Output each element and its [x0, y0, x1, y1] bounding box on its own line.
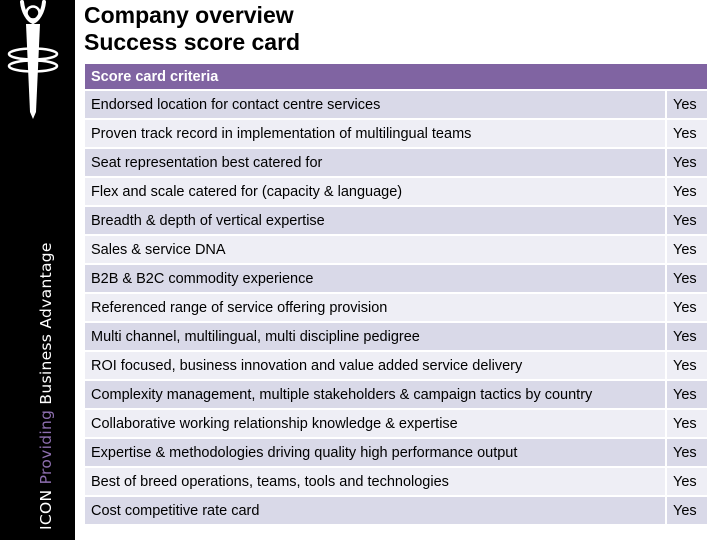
table-row: Collaborative working relationship knowl…: [85, 410, 707, 437]
answer-cell: Yes: [667, 497, 707, 524]
column-divider: [665, 265, 667, 292]
answer-cell: Yes: [667, 91, 707, 118]
table-row: Best of breed operations, teams, tools a…: [85, 468, 707, 495]
table-row: Flex and scale catered for (capacity & l…: [85, 178, 707, 205]
criterion-cell: Seat representation best catered for: [85, 149, 665, 176]
criterion-cell: Multi channel, multilingual, multi disci…: [85, 323, 665, 350]
criterion-cell: Breadth & depth of vertical expertise: [85, 207, 665, 234]
table-row: Sales & service DNA Yes: [85, 236, 707, 263]
column-divider: [665, 207, 667, 234]
tagline-suffix: Business Advantage: [37, 242, 55, 405]
criterion-cell: Collaborative working relationship knowl…: [85, 410, 665, 437]
column-divider: [665, 120, 667, 147]
criterion-cell: Sales & service DNA: [85, 236, 665, 263]
column-divider: [665, 294, 667, 321]
table-row: Breadth & depth of vertical expertise Yes: [85, 207, 707, 234]
criterion-cell: Flex and scale catered for (capacity & l…: [85, 178, 665, 205]
column-divider: [665, 352, 667, 379]
criterion-cell: Best of breed operations, teams, tools a…: [85, 468, 665, 495]
criterion-cell: ROI focused, business innovation and val…: [85, 352, 665, 379]
page-title: Company overview Success score card: [84, 2, 300, 56]
table-row: Multi channel, multilingual, multi disci…: [85, 323, 707, 350]
table-row: Proven track record in implementation of…: [85, 120, 707, 147]
criterion-cell: Expertise & methodologies driving qualit…: [85, 439, 665, 466]
table-row: ROI focused, business innovation and val…: [85, 352, 707, 379]
title-line-2: Success score card: [84, 29, 301, 55]
table-row: Expertise & methodologies driving qualit…: [85, 439, 707, 466]
answer-cell: Yes: [667, 120, 707, 147]
table-row: Cost competitive rate card Yes: [85, 497, 707, 524]
criterion-cell: Endorsed location for contact centre ser…: [85, 91, 665, 118]
answer-cell: Yes: [667, 352, 707, 379]
brand-name: ICON: [37, 489, 55, 530]
column-divider: [665, 91, 667, 118]
column-divider: [665, 439, 667, 466]
criterion-cell: Referenced range of service offering pro…: [85, 294, 665, 321]
column-divider: [665, 323, 667, 350]
table-header: Score card criteria: [85, 64, 707, 89]
column-divider: [665, 497, 667, 524]
sidebar-tagline: ICON Providing Business Advantage: [37, 242, 55, 530]
table-row: Complexity management, multiple stakehol…: [85, 381, 707, 408]
table-row: Endorsed location for contact centre ser…: [85, 91, 707, 118]
criterion-cell: Cost competitive rate card: [85, 497, 665, 524]
column-divider: [665, 468, 667, 495]
score-card-table: Score card criteria Endorsed location fo…: [85, 62, 707, 526]
table-row: Referenced range of service offering pro…: [85, 294, 707, 321]
table-row: Seat representation best catered for Yes: [85, 149, 707, 176]
answer-cell: Yes: [667, 149, 707, 176]
criterion-cell: Complexity management, multiple stakehol…: [85, 381, 665, 408]
column-divider: [665, 236, 667, 263]
table-body: Endorsed location for contact centre ser…: [85, 91, 707, 524]
answer-cell: Yes: [667, 294, 707, 321]
answer-cell: Yes: [667, 468, 707, 495]
answer-cell: Yes: [667, 207, 707, 234]
criterion-cell: B2B & B2C commodity experience: [85, 265, 665, 292]
answer-cell: Yes: [667, 381, 707, 408]
column-divider: [665, 149, 667, 176]
answer-cell: Yes: [667, 236, 707, 263]
table-row: B2B & B2C commodity experience Yes: [85, 265, 707, 292]
answer-cell: Yes: [667, 410, 707, 437]
column-divider: [665, 381, 667, 408]
icon-figure-logo: [7, 0, 59, 119]
answer-cell: Yes: [667, 265, 707, 292]
title-line-1: Company overview: [84, 2, 294, 28]
answer-cell: Yes: [667, 439, 707, 466]
answer-cell: Yes: [667, 323, 707, 350]
column-divider: [665, 410, 667, 437]
answer-cell: Yes: [667, 178, 707, 205]
criterion-cell: Proven track record in implementation of…: [85, 120, 665, 147]
sidebar: ICON Providing Business Advantage: [0, 0, 75, 540]
tagline-accent: Providing: [37, 409, 55, 485]
table-header-row: Score card criteria: [85, 64, 707, 89]
column-divider: [665, 178, 667, 205]
